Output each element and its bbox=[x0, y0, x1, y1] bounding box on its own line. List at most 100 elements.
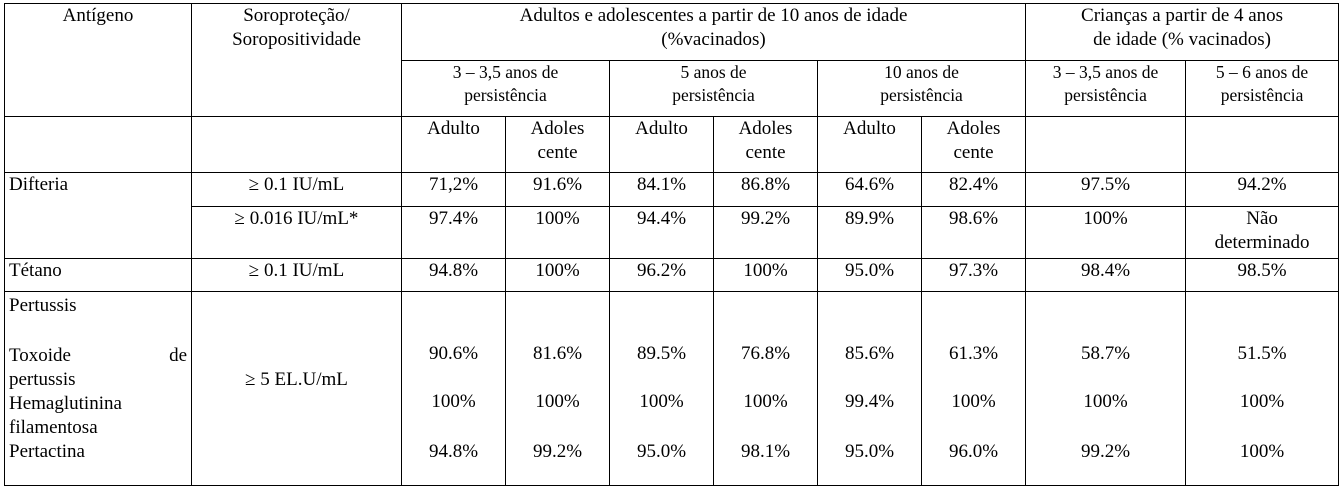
cell-text: 98.4% bbox=[1081, 260, 1131, 281]
cell: 98.5% bbox=[1185, 258, 1340, 292]
fha-value: 100% bbox=[639, 391, 684, 412]
row-threshold: ≥ 0.016 IU/mL* bbox=[191, 206, 402, 259]
row-antigen-text: Tétano bbox=[9, 260, 62, 281]
toxoid-label-b: de bbox=[169, 345, 187, 366]
fha-value: 100% bbox=[535, 391, 580, 412]
table-row: Difteria ≥ 0.1 IU/mL 71,2% 91.6% 84.1% 8… bbox=[4, 172, 1340, 207]
cell: 100% bbox=[713, 258, 818, 292]
cell-text: 100% bbox=[535, 208, 580, 229]
header-adult-2: Adulto bbox=[609, 116, 714, 173]
header-adult-2-text: Adulto bbox=[635, 118, 688, 139]
fha-label: Hemaglutinina filamentosa bbox=[9, 393, 122, 438]
header-adult-3: Adulto bbox=[817, 116, 922, 173]
prn-value: 96.0% bbox=[948, 441, 999, 462]
cell: 94.4% bbox=[609, 206, 714, 259]
toxoid-value: 81.6% bbox=[532, 343, 583, 364]
pertussis-label: Pertussis bbox=[9, 295, 77, 316]
header-persist-3-35: 3 – 3,5 anos de persistência bbox=[401, 60, 610, 117]
cell-text: 94.8% bbox=[428, 260, 479, 281]
header-children-group-text: Crianças a partir de 4 anos de idade (% … bbox=[1081, 5, 1284, 50]
row-threshold-text: ≥ 0.1 IU/mL bbox=[248, 174, 345, 195]
cell: 95.0% bbox=[817, 258, 922, 292]
toxoid-value: 85.6% bbox=[844, 343, 895, 364]
pertussis-block: Pertussis Toxoide de pertussis Hemagluti… bbox=[4, 291, 1340, 486]
header-persist-5-text: 5 anos de persistência bbox=[672, 62, 755, 105]
pertussis-labels: Pertussis Toxoide de pertussis Hemagluti… bbox=[4, 291, 192, 486]
header-adolescent-3: Adoles cente bbox=[920, 116, 1027, 173]
pertussis-col: 61.3% 100% 96.0% bbox=[920, 291, 1027, 486]
cell-text: 100% bbox=[743, 260, 788, 281]
cell: 84.1% bbox=[609, 172, 714, 207]
cell-text: 97.5% bbox=[1081, 174, 1131, 195]
header-child-persist-5-6: 5 – 6 anos de persistência bbox=[1185, 60, 1340, 117]
row-antigen: Tétano bbox=[4, 258, 192, 292]
cell: 100% bbox=[505, 206, 610, 259]
pertussis-col: 81.6% 100% 99.2% bbox=[505, 291, 610, 486]
cell-text: 97.3% bbox=[948, 260, 999, 281]
cell-text: 64.6% bbox=[844, 174, 895, 195]
header-child-persist-5-6-text: 5 – 6 anos de persistência bbox=[1215, 62, 1309, 105]
row-threshold: ≥ 0.1 IU/mL bbox=[191, 172, 402, 207]
prn-value: 95.0% bbox=[844, 441, 895, 462]
cell-text: 94.2% bbox=[1237, 174, 1287, 195]
cell: 94.8% bbox=[401, 258, 506, 292]
header-children-group: Crianças a partir de 4 anos de idade (% … bbox=[1025, 3, 1340, 61]
prn-value: 100% bbox=[1239, 441, 1285, 462]
row-antigen bbox=[4, 206, 192, 259]
cell: 97.4% bbox=[401, 206, 506, 259]
header-empty-child-2 bbox=[1185, 116, 1340, 173]
toxoid-value: 90.6% bbox=[428, 343, 479, 364]
cell: 100% bbox=[1025, 206, 1187, 259]
pertussis-threshold-text: ≥ 5 EL.U/mL bbox=[245, 369, 348, 390]
header-adults-group-text: Adultos e adolescentes a partir de 10 an… bbox=[519, 5, 908, 50]
header-adolescent-3-text: Adoles cente bbox=[946, 118, 1001, 163]
row-antigen: Difteria bbox=[4, 172, 192, 207]
pertussis-threshold: ≥ 5 EL.U/mL bbox=[191, 291, 402, 486]
header-adolescent-2: Adoles cente bbox=[713, 116, 818, 173]
toxoid-value: 58.7% bbox=[1081, 343, 1131, 364]
row-threshold-text: ≥ 0.016 IU/mL* bbox=[234, 208, 359, 229]
header-seroprotection: Soroproteção/ Soropositividade bbox=[191, 3, 402, 117]
cell: 86.8% bbox=[713, 172, 818, 207]
cell-text: 84.1% bbox=[636, 174, 687, 195]
header-child-persist-3-35-text: 3 – 3,5 anos de persistência bbox=[1052, 62, 1159, 105]
header-adult-1: Adulto bbox=[401, 116, 506, 173]
cell: 94.2% bbox=[1185, 172, 1340, 207]
cell: 99.2% bbox=[713, 206, 818, 259]
cell: Não determinado bbox=[1185, 206, 1340, 259]
header-empty-child-1 bbox=[1025, 116, 1187, 173]
cell: 64.6% bbox=[817, 172, 922, 207]
cell-text: 97.4% bbox=[428, 208, 479, 229]
header-antigen-text: Antígeno bbox=[62, 5, 134, 26]
toxoid-value: 61.3% bbox=[948, 343, 999, 364]
prn-value: 98.1% bbox=[740, 441, 791, 462]
cell: 82.4% bbox=[920, 172, 1027, 207]
cell-text: 82.4% bbox=[948, 174, 999, 195]
cell: 89.9% bbox=[817, 206, 922, 259]
cell-text: 94.4% bbox=[636, 208, 687, 229]
header-persist-10-text: 10 anos de persistência bbox=[880, 62, 963, 105]
cell-text: 86.8% bbox=[740, 174, 791, 195]
header-child-persist-3-35: 3 – 3,5 anos de persistência bbox=[1025, 60, 1187, 117]
cell-text: 96.2% bbox=[636, 260, 687, 281]
cell: 97.5% bbox=[1025, 172, 1187, 207]
row-threshold-text: ≥ 0.1 IU/mL bbox=[248, 260, 345, 281]
cell-text: 100% bbox=[1083, 208, 1128, 229]
toxoid-value: 51.5% bbox=[1237, 343, 1287, 364]
fha-value: 100% bbox=[743, 391, 788, 412]
fha-value: 100% bbox=[1239, 391, 1285, 412]
prn-value: 95.0% bbox=[636, 441, 687, 462]
prn-value: 94.8% bbox=[428, 441, 479, 462]
table-row: ≥ 0.016 IU/mL* 97.4% 100% 94.4% 99.2% 89… bbox=[4, 206, 1340, 259]
header-adult-1-text: Adulto bbox=[427, 118, 480, 139]
fha-value: 99.4% bbox=[844, 391, 895, 412]
header-adolescent-1: Adoles cente bbox=[505, 116, 610, 173]
cell-text: 100% bbox=[535, 260, 580, 281]
cell-text: Não determinado bbox=[1214, 208, 1310, 253]
header-adults-group: Adultos e adolescentes a partir de 10 an… bbox=[400, 3, 1027, 61]
prn-value: 99.2% bbox=[532, 441, 583, 462]
cell-text: 91.6% bbox=[532, 174, 583, 195]
toxoid-value: 89.5% bbox=[636, 343, 687, 364]
vaccine-persistence-table: Antígeno Soroproteção/ Soropositividade … bbox=[4, 3, 1340, 486]
